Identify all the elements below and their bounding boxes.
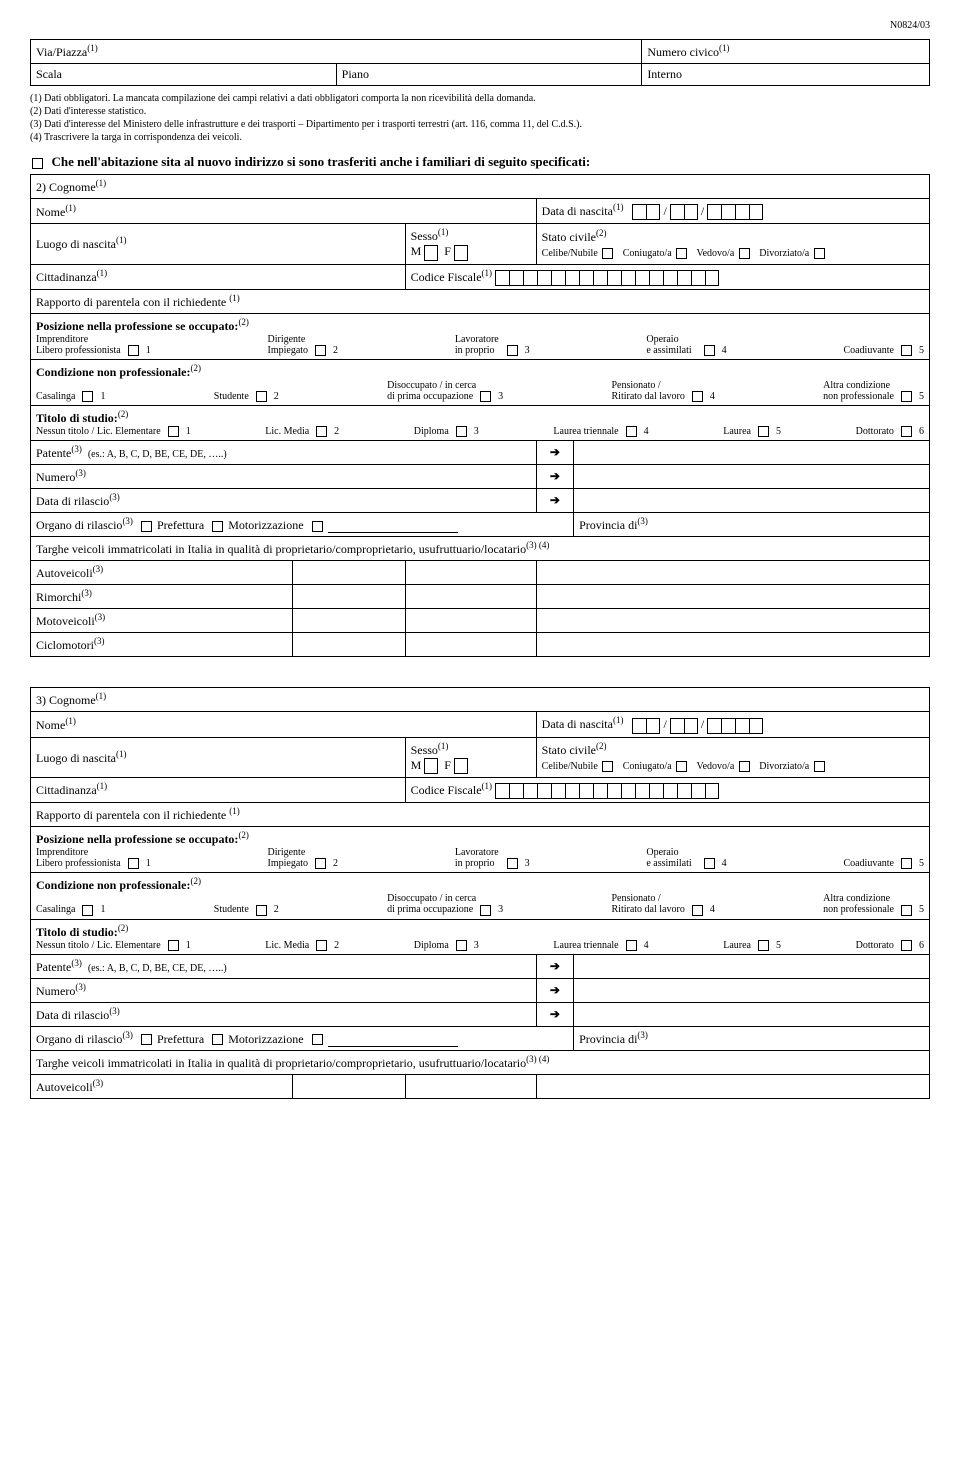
sesso-f-box[interactable]	[454, 245, 468, 261]
arrow-icon: ➔	[536, 954, 573, 978]
interno-cell[interactable]: Interno	[642, 64, 930, 86]
patente[interactable]: Patente(3) (es.: A, B, C, D, BE, CE, DE,…	[31, 954, 537, 978]
numero[interactable]: Numero(3)	[31, 465, 537, 489]
condizione-row: Condizione non professionale:(2) Casalin…	[31, 873, 930, 919]
note-1: (1) Dati obbligatori. La mancata compila…	[30, 92, 930, 105]
cognome2[interactable]: 2) Cognome(1)	[31, 175, 930, 199]
notes-block: (1) Dati obbligatori. La mancata compila…	[30, 92, 930, 144]
condizione-row: Condizione non professionale:(2) Casalin…	[31, 359, 930, 405]
luogo-nascita[interactable]: Luogo di nascita(1)	[31, 737, 406, 777]
stato-civile[interactable]: Stato civile(2) Celibe/Nubile Coniugato/…	[536, 737, 929, 777]
data-nascita[interactable]: Data di nascita(1) / /	[536, 712, 929, 737]
arrow-icon: ➔	[536, 441, 573, 465]
rapporto[interactable]: Rapporto di parentela con il richiedente…	[31, 289, 930, 313]
arrow-icon: ➔	[536, 1002, 573, 1026]
autoveicoli-label: Autoveicoli(3)	[31, 1074, 293, 1098]
rimorchi-label: Rimorchi(3)	[31, 585, 293, 609]
note-2: (2) Dati d'interesse statistico.	[30, 105, 930, 118]
posizione-row: Posizione nella professione se occupato:…	[31, 313, 930, 359]
arrow-icon: ➔	[536, 465, 573, 489]
nome[interactable]: Nome(1)	[31, 712, 537, 737]
numero-civico-cell[interactable]: Numero civico(1)	[642, 40, 930, 64]
nome[interactable]: Nome(1)	[31, 199, 537, 224]
ciclomotori-label: Ciclomotori(3)	[31, 633, 293, 657]
data-nascita[interactable]: Data di nascita(1) / /	[536, 199, 929, 224]
scala-cell[interactable]: Scala	[31, 64, 337, 86]
rapporto[interactable]: Rapporto di parentela con il richiedente…	[31, 803, 930, 827]
sesso[interactable]: Sesso(1) M F	[405, 737, 536, 777]
patente-val[interactable]	[574, 441, 930, 465]
organo[interactable]: Organo di rilascio(3) Prefettura Motoriz…	[31, 1026, 574, 1050]
numero-val[interactable]	[574, 465, 930, 489]
person3-table: 3) Cognome(1) Nome(1) Data di nascita(1)…	[30, 687, 930, 1098]
piano-cell[interactable]: Piano	[336, 64, 642, 86]
intro-checkbox[interactable]	[32, 158, 43, 169]
motoveicoli-label: Motoveicoli(3)	[31, 609, 293, 633]
luogo-nascita[interactable]: Luogo di nascita(1)	[31, 224, 406, 264]
cittadinanza[interactable]: Cittadinanza(1)	[31, 264, 406, 289]
address-table: Via/Piazza(1) Numero civico(1) Scala Pia…	[30, 39, 930, 86]
via-piazza-cell[interactable]: Via/Piazza(1)	[31, 40, 642, 64]
provincia[interactable]: Provincia di(3)	[574, 1026, 930, 1050]
codice-fiscale[interactable]: Codice Fiscale(1)	[405, 264, 929, 289]
data-rilascio[interactable]: Data di rilascio(3)	[31, 489, 537, 513]
posizione-row: Posizione nella professione se occupato:…	[31, 827, 930, 873]
person2-table: 2) Cognome(1) Nome(1) Data di nascita(1)…	[30, 174, 930, 657]
provincia[interactable]: Provincia di(3)	[574, 513, 930, 537]
targhe-title: Targhe veicoli immatricolati in Italia i…	[31, 1050, 930, 1074]
numero[interactable]: Numero(3)	[31, 978, 537, 1002]
sesso[interactable]: Sesso(1) M F	[405, 224, 536, 264]
autoveicoli-label: Autoveicoli(3)	[31, 561, 293, 585]
form-code: N0824/03	[30, 20, 930, 31]
note-4: (4) Trascrivere la targa in corrisponden…	[30, 131, 930, 144]
arrow-icon: ➔	[536, 489, 573, 513]
titolo-row: Titolo di studio:(2) Nessun titolo / Lic…	[31, 919, 930, 954]
codice-fiscale[interactable]: Codice Fiscale(1)	[405, 777, 929, 802]
sesso-m-box[interactable]	[424, 245, 438, 261]
section2-intro: Che nell'abitazione sita al nuovo indiri…	[30, 154, 930, 170]
data-rilascio[interactable]: Data di rilascio(3)	[31, 1002, 537, 1026]
cognome3[interactable]: 3) Cognome(1)	[31, 688, 930, 712]
note-3: (3) Dati d'interesse del Ministero delle…	[30, 118, 930, 131]
organo[interactable]: Organo di rilascio(3) Prefettura Motoriz…	[31, 513, 574, 537]
cittadinanza[interactable]: Cittadinanza(1)	[31, 777, 406, 802]
stato-civile[interactable]: Stato civile(2) Celibe/Nubile Coniugato/…	[536, 224, 929, 264]
data-rilascio-val[interactable]	[574, 489, 930, 513]
patente[interactable]: Patente(3) (es.: A, B, C, D, BE, CE, DE,…	[31, 441, 537, 465]
targhe-title: Targhe veicoli immatricolati in Italia i…	[31, 537, 930, 561]
arrow-icon: ➔	[536, 978, 573, 1002]
titolo-row: Titolo di studio:(2) Nessun titolo / Lic…	[31, 406, 930, 441]
